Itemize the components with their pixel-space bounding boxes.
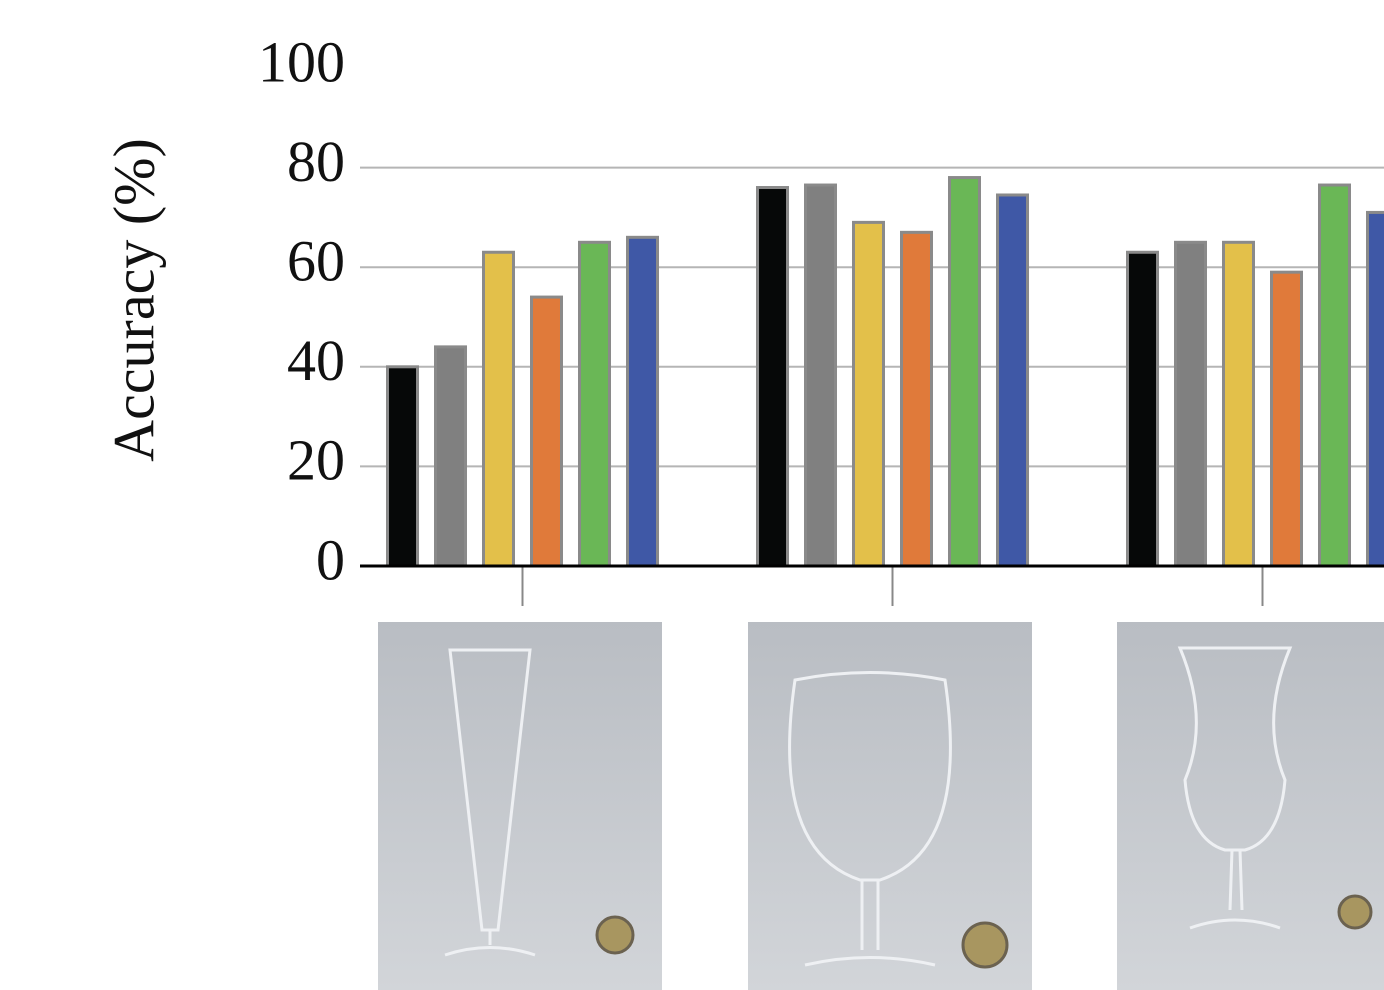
chart: Accuracy (%) 0 20 40 60 80 100 (0, 0, 1384, 990)
bar (998, 195, 1028, 566)
bar (1176, 242, 1206, 566)
y-tick-label: 0 (316, 527, 345, 592)
bar (1272, 272, 1302, 566)
y-tick-label: 60 (287, 229, 345, 294)
bar (436, 347, 466, 566)
bar (580, 242, 610, 566)
bar (1368, 212, 1384, 566)
bar (484, 252, 514, 566)
photos (378, 622, 1384, 990)
y-tick-label: 80 (287, 129, 345, 194)
bar (532, 297, 562, 566)
bar (902, 232, 932, 566)
bar (950, 178, 980, 566)
page: Accuracy (%) 020406080100 (() => { const… (0, 0, 1384, 990)
y-tick-label: 100 (258, 29, 345, 94)
y-tick-label: 40 (287, 328, 345, 393)
bar (854, 222, 884, 566)
bar (806, 185, 836, 566)
bar (628, 237, 658, 566)
y-tick-label: 20 (287, 428, 345, 493)
bar (758, 188, 788, 566)
bar (1128, 252, 1158, 566)
bar (1224, 242, 1254, 566)
bar (1320, 185, 1350, 566)
bar (388, 367, 418, 566)
y-axis-label: Accuracy (%) (101, 138, 166, 462)
